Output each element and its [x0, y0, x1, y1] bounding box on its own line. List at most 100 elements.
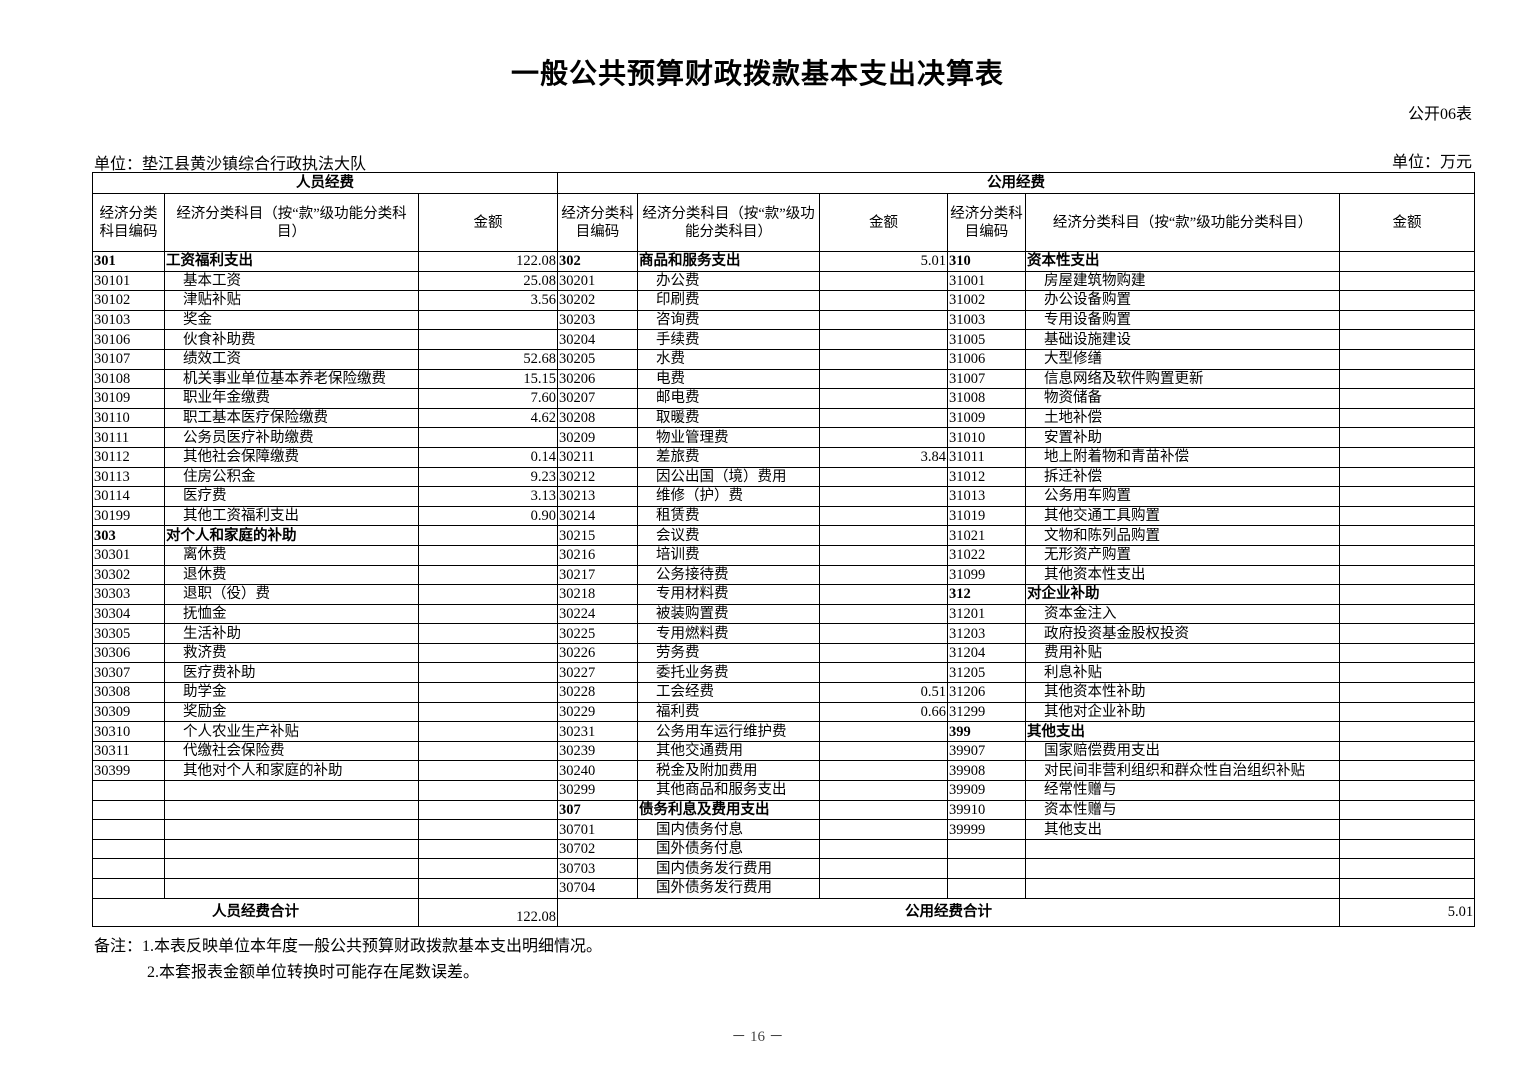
amount-cell	[417, 740, 559, 762]
code-cell: 30113	[92, 466, 165, 488]
amount-cell	[1339, 505, 1476, 527]
code-cell: 30218	[557, 584, 639, 605]
code-cell: 31021	[947, 525, 1027, 546]
code-cell: 30214	[557, 505, 639, 527]
col-name: 经济分类科目（按“款”级功能分类科目）	[164, 193, 419, 252]
amount-cell	[417, 701, 559, 723]
name-cell: 其他资本性补助	[1025, 682, 1341, 703]
code-cell: 30107	[92, 348, 165, 370]
code-cell	[92, 799, 165, 821]
table-row: 30399 其他对个人和家庭的补助 30240 税金及附加费用 39908 对民间非营利组…	[92, 760, 1476, 782]
name-cell: 电费	[637, 368, 821, 390]
note: 2.本套报表金额单位转换时可能存在尾数误差。	[147, 964, 480, 981]
public-total-label: 公用经费合计	[557, 897, 1341, 927]
name-cell: 因公出国（境）费用	[637, 466, 821, 488]
public-total-amount: 5.01	[1339, 897, 1476, 927]
name-cell: 其他交通费用	[637, 740, 821, 762]
amount-cell	[417, 603, 559, 625]
name-cell: 基础设施建设	[1025, 329, 1341, 350]
amount-cell	[819, 760, 949, 782]
code-cell: 31007	[947, 368, 1027, 390]
name-cell: 工会经费	[637, 682, 821, 703]
amount-cell	[417, 780, 559, 801]
amount-cell	[1339, 427, 1476, 448]
name-cell: 其他工资福利支出	[164, 505, 419, 527]
amount-cell	[819, 662, 949, 684]
amount-cell: 7.60	[417, 388, 559, 409]
code-cell: 30703	[557, 858, 639, 879]
code-cell: 31012	[947, 466, 1027, 488]
code-cell: 31201	[947, 603, 1027, 625]
amount-cell	[819, 368, 949, 390]
amount-cell	[417, 564, 559, 586]
amount-cell	[819, 407, 949, 429]
code-cell: 30701	[557, 819, 639, 840]
name-cell: 抚恤金	[164, 603, 419, 625]
code-cell: 30227	[557, 662, 639, 684]
name-cell: 手续费	[637, 329, 821, 350]
name-cell: 伙食补助费	[164, 329, 419, 350]
code-cell: 39909	[947, 780, 1027, 801]
amount-cell	[1339, 603, 1476, 625]
amount-cell: 3.84	[819, 446, 949, 468]
amount-cell	[819, 270, 949, 292]
code-cell: 30206	[557, 368, 639, 390]
amount-cell	[819, 721, 949, 742]
name-cell: 工资福利支出	[164, 251, 419, 272]
name-cell: 奖金	[164, 309, 419, 331]
code-cell	[92, 858, 165, 879]
code-cell	[92, 878, 165, 899]
code-cell: 30309	[92, 701, 165, 723]
totals-row: 人员经费合计 122.08 公用经费合计 5.01	[92, 897, 1476, 927]
code-cell: 30303	[92, 584, 165, 605]
code-cell: 31010	[947, 427, 1027, 448]
amount-cell	[819, 858, 949, 879]
name-cell: 国外债务付息	[637, 838, 821, 860]
name-cell: 拆迁补偿	[1025, 466, 1341, 488]
table-row: 30107 绩效工资 52.68 30205 水费 31006 大型修缮	[92, 348, 1476, 370]
name-cell: 退休费	[164, 564, 419, 586]
name-cell	[164, 858, 419, 879]
amount-cell	[417, 662, 559, 684]
amount-cell	[819, 564, 949, 586]
table-row: 30199 其他工资福利支出 0.90 30214 租赁费 31019 其他交通工具购置	[92, 505, 1476, 527]
amount-cell	[1339, 290, 1476, 311]
name-cell: 住房公积金	[164, 466, 419, 488]
amount-cell: 25.08	[417, 270, 559, 292]
code-cell: 30109	[92, 388, 165, 409]
amount-cell: 0.51	[819, 682, 949, 703]
amount-cell	[417, 721, 559, 742]
code-cell: 30306	[92, 642, 165, 664]
code-cell: 31204	[947, 642, 1027, 664]
code-cell	[947, 878, 1027, 899]
name-cell: 公务用车购置	[1025, 486, 1341, 507]
code-cell: 31206	[947, 682, 1027, 703]
code-cell: 30304	[92, 603, 165, 625]
amount-cell: 5.01	[819, 251, 949, 272]
code-cell: 30111	[92, 427, 165, 448]
code-cell: 31299	[947, 701, 1027, 723]
code-cell: 30203	[557, 309, 639, 331]
code-cell: 312	[947, 584, 1027, 605]
table-row: 30303 退职（役）费 30218 专用材料费 312 对企业补助	[92, 584, 1476, 605]
table-row: 30106 伙食补助费 30204 手续费 31005 基础设施建设	[92, 329, 1476, 350]
table-row: 30305 生活补助 30225 专用燃料费 31203 政府投资基金股权投资	[92, 623, 1476, 644]
amount-cell	[819, 290, 949, 311]
amount-cell: 52.68	[417, 348, 559, 370]
name-cell	[1025, 838, 1341, 860]
code-cell: 30201	[557, 270, 639, 292]
amount-cell	[417, 623, 559, 644]
name-cell: 租赁费	[637, 505, 821, 527]
code-cell: 30205	[557, 348, 639, 370]
code-cell: 31008	[947, 388, 1027, 409]
code-cell: 39999	[947, 819, 1027, 840]
table-row: 301 工资福利支出 122.08 302 商品和服务支出 5.01 310 资本性支出	[92, 251, 1476, 272]
name-cell: 其他交通工具购置	[1025, 505, 1341, 527]
name-cell: 职业年金缴费	[164, 388, 419, 409]
amount-cell: 0.14	[417, 446, 559, 468]
table-row: 30306 救济费 30226 劳务费 31204 费用补贴	[92, 642, 1476, 664]
name-cell: 福利费	[637, 701, 821, 723]
code-cell: 31011	[947, 446, 1027, 468]
name-cell: 印刷费	[637, 290, 821, 311]
code-cell: 30211	[557, 446, 639, 468]
